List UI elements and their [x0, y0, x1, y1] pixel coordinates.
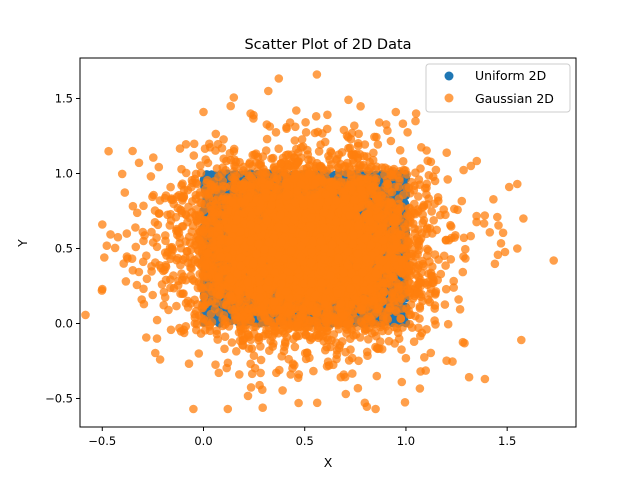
plot-points [81, 70, 558, 414]
chart-title: Scatter Plot of 2D Data [244, 37, 411, 53]
